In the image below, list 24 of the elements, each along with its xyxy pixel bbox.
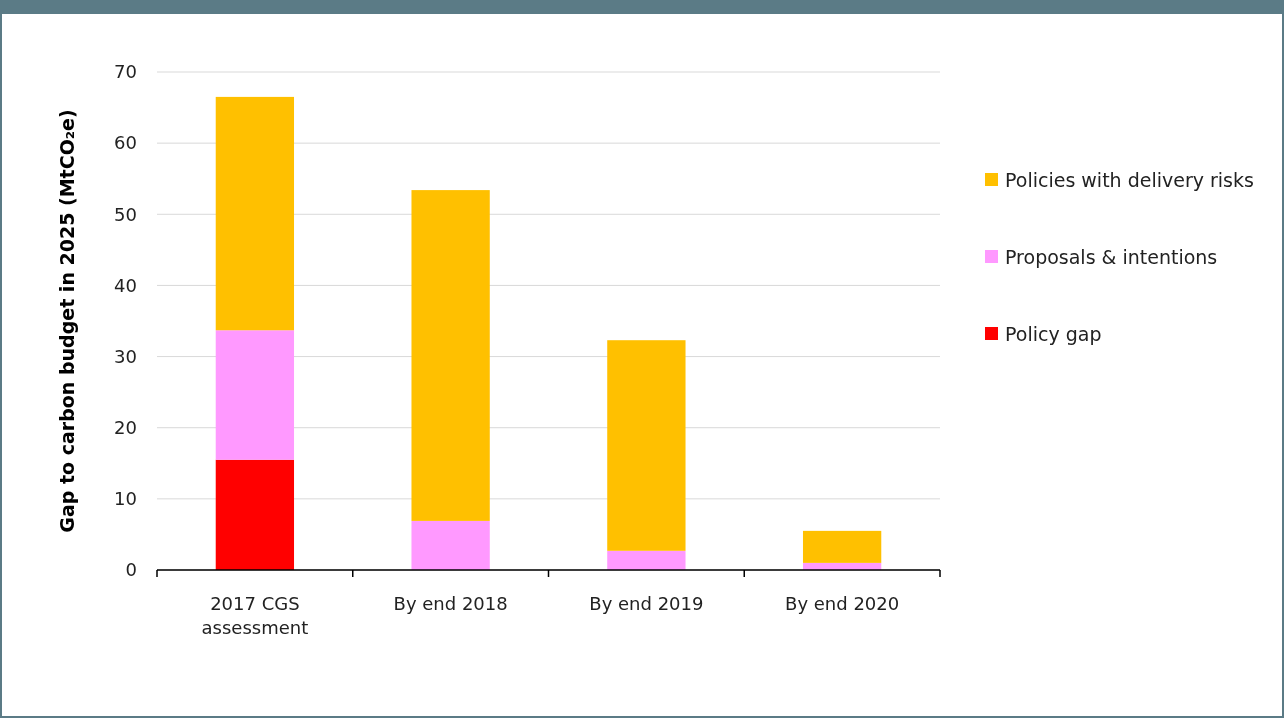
y-tick-label: 40 — [114, 274, 137, 296]
bar — [215, 330, 295, 460]
bar — [215, 96, 295, 331]
y-tick-label: 70 — [114, 61, 137, 83]
y-tick-label: 10 — [114, 488, 137, 510]
y-tick-label: 60 — [114, 132, 137, 154]
bar — [411, 520, 490, 570]
y-tick-label: 50 — [114, 203, 137, 225]
legend-label: Policies with delivery risks — [1005, 168, 1254, 191]
x-tick-label: By end 2020 — [785, 593, 900, 614]
legend-label: Proposals & intentions — [1005, 245, 1218, 268]
y-tick-label: 20 — [114, 417, 137, 439]
y-tick-label: 0 — [125, 559, 137, 581]
bar — [607, 340, 686, 551]
y-axis-title: Gap to carbon budget in 2025 (MtCO₂e) — [56, 109, 78, 533]
x-tick-label: 2017 CGS assessment — [201, 593, 309, 638]
bar — [411, 190, 490, 521]
x-tick-label: By end 2019 — [589, 593, 704, 614]
y-tick-label: 30 — [114, 345, 137, 367]
bar — [802, 530, 882, 563]
bar — [607, 550, 686, 570]
x-tick-label: By end 2018 — [393, 593, 508, 614]
bar — [215, 459, 295, 570]
legend-label: Policy gap — [1005, 322, 1102, 345]
